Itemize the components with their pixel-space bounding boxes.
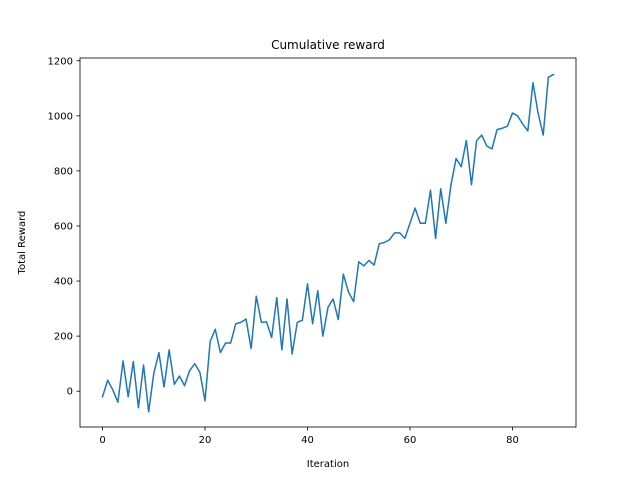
y-tick-label: 800	[54, 166, 73, 177]
x-tick-label: 80	[506, 435, 519, 446]
y-tick-label: 200	[54, 332, 73, 343]
reward-line	[101, 73, 555, 413]
y-axis-label: Total Reward	[17, 211, 28, 276]
y-tick-label: 600	[54, 221, 73, 232]
x-axis-ticks: 0 20 40 60 80	[99, 427, 519, 446]
plot-background	[80, 58, 576, 427]
plot-frame	[79, 57, 577, 428]
chart-title: Cumulative reward	[271, 38, 385, 52]
x-tick-label: 60	[404, 435, 417, 446]
y-tick-label: 400	[54, 277, 73, 288]
y-tick-label: 1000	[48, 111, 73, 122]
y-tick-label: 1200	[48, 56, 73, 67]
x-tick-label: 20	[199, 435, 212, 446]
x-tick-label: 40	[301, 435, 314, 446]
y-axis-ticks: 0 200 400 600 800 1000 1200	[48, 56, 80, 398]
y-tick-label: 0	[67, 387, 73, 398]
x-tick-label: 0	[99, 435, 105, 446]
x-axis-label: Iteration	[307, 459, 349, 470]
